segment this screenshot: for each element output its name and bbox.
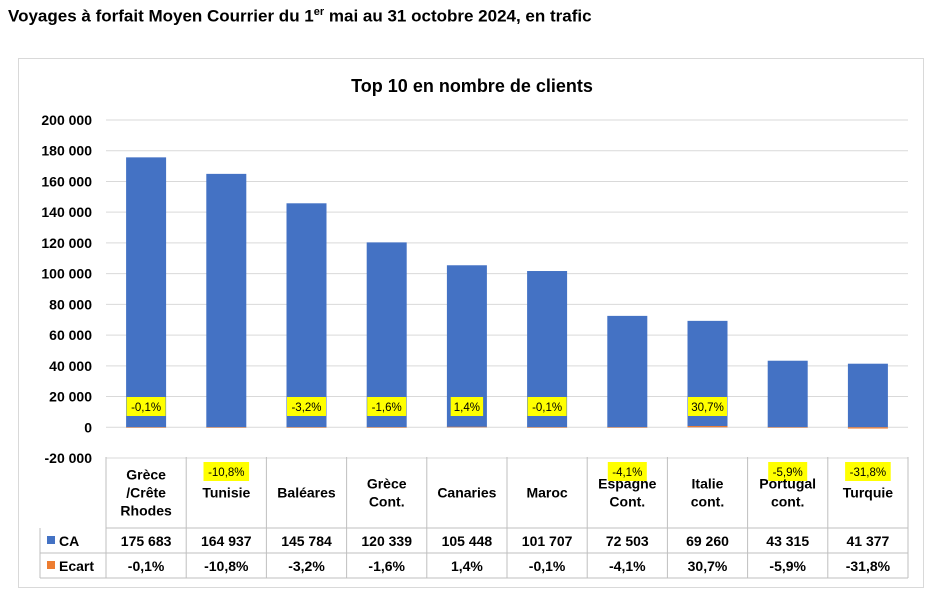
ecart-value: -31,8% (846, 558, 891, 574)
legend-key-ecart (47, 561, 55, 569)
category-label: Baléares (277, 485, 336, 501)
ecart-data-label: 1,4% (454, 402, 480, 414)
bar-ca (286, 203, 327, 428)
ecart-label-bg (203, 462, 250, 481)
ecart-data-label: -10,8% (208, 467, 244, 479)
ecart-label-bg (688, 397, 727, 416)
category-label: Italie (692, 476, 724, 492)
ecart-data-label: -4,1% (612, 467, 642, 479)
ecart-value: 1,4% (451, 558, 483, 574)
ecart-value: -10,8% (204, 558, 249, 574)
y-tick-label: 0 (84, 419, 92, 435)
bar-ca (607, 315, 648, 428)
ecart-label-bg (126, 397, 166, 416)
ecart-value: -5,9% (769, 558, 806, 574)
bar-ecart (446, 426, 487, 428)
ecart-value: -0,1% (529, 558, 566, 574)
y-tick-label: 140 000 (41, 204, 92, 220)
ca-value: 120 339 (361, 533, 412, 549)
y-tick-label: 120 000 (41, 235, 92, 251)
category-label: Maroc (526, 485, 567, 501)
bar-ecart (286, 427, 327, 428)
bar-ecart (126, 427, 167, 428)
y-tick-label: 20 000 (49, 389, 92, 405)
chart-frame: Top 10 en nombre de clients 200 000 180 0… (18, 58, 924, 588)
category-label: Cont. (369, 494, 405, 510)
y-tick-label: 80 000 (49, 296, 92, 312)
bar-ca (126, 157, 167, 428)
category-label: cont. (771, 494, 804, 510)
bar-ecart (607, 427, 648, 428)
ecart-label-bg (607, 462, 647, 481)
y-tick-label: 40 000 (49, 358, 92, 374)
page-title: Voyages à forfait Moyen Courrier du 1er … (8, 6, 592, 26)
ecart-data-label: -1,6% (372, 402, 402, 414)
bar-ecart (767, 427, 808, 428)
ca-value: 101 707 (522, 533, 573, 549)
bar-ecart (687, 426, 728, 428)
bar-ca (206, 173, 247, 428)
y-tick-label: 60 000 (49, 327, 92, 343)
bar-ca (847, 363, 888, 428)
ecart-value: -0,1% (128, 558, 165, 574)
ecart-label-bg (367, 397, 407, 416)
ecart-value: 30,7% (688, 558, 728, 574)
y-tick-label: 100 000 (41, 266, 92, 282)
ca-value: 72 503 (606, 533, 649, 549)
category-label: Cont. (609, 494, 645, 510)
ecart-data-label: -31,8% (850, 467, 886, 479)
category-label: Portugal (759, 476, 816, 492)
legend-key-ca (47, 536, 55, 544)
ecart-label-bg (768, 462, 808, 481)
ecart-value: -3,2% (288, 558, 325, 574)
category-label: Rhodes (120, 503, 172, 519)
ecart-data-label: 30,7% (691, 402, 724, 414)
legend-label-ecart: Ecart (59, 558, 94, 574)
ecart-data-label: -0,1% (131, 402, 161, 414)
bar-ecart (206, 427, 247, 428)
category-label: Espagne (598, 476, 657, 492)
ca-value: 145 784 (281, 533, 332, 549)
category-label: Canaries (437, 485, 496, 501)
ecart-label-bg (287, 397, 326, 416)
ecart-data-label: -5,9% (773, 467, 803, 479)
ecart-data-label: -3,2% (291, 402, 321, 414)
category-label: Tunisie (202, 485, 250, 501)
ca-value: 164 937 (201, 533, 252, 549)
category-label: Grèce (126, 467, 166, 483)
ecart-value: -1,6% (368, 558, 405, 574)
ecart-label-bg (845, 462, 891, 481)
legend-label-ca: CA (59, 533, 79, 549)
category-label: /Crête (126, 485, 166, 501)
chart-svg: Top 10 en nombre de clients 200 000 180 0… (39, 76, 909, 579)
bar-ecart (527, 427, 568, 428)
ca-value: 175 683 (121, 533, 172, 549)
ca-value: 69 260 (686, 533, 729, 549)
bar-ecart (366, 427, 407, 428)
y-tick-label: 200 000 (41, 112, 92, 128)
ca-value: 41 377 (846, 533, 889, 549)
category-label: Turquie (843, 485, 894, 501)
chart-title: Top 10 en nombre de clients (351, 76, 593, 96)
category-label: cont. (691, 494, 724, 510)
bar-ecart (847, 427, 888, 429)
y-tick-label: 180 000 (41, 143, 92, 159)
ca-value: 105 448 (442, 533, 493, 549)
bar-ca (366, 242, 407, 428)
category-label: Grèce (367, 476, 407, 492)
ca-value: 43 315 (766, 533, 809, 549)
ecart-data-label: -0,1% (532, 402, 562, 414)
ecart-label-bg (450, 397, 484, 416)
bar-ca (767, 360, 808, 428)
ecart-label-bg (527, 397, 567, 416)
y-tick-label: 160 000 (41, 173, 92, 189)
y-tick-label: -20 000 (45, 450, 93, 466)
ecart-value: -4,1% (609, 558, 646, 574)
